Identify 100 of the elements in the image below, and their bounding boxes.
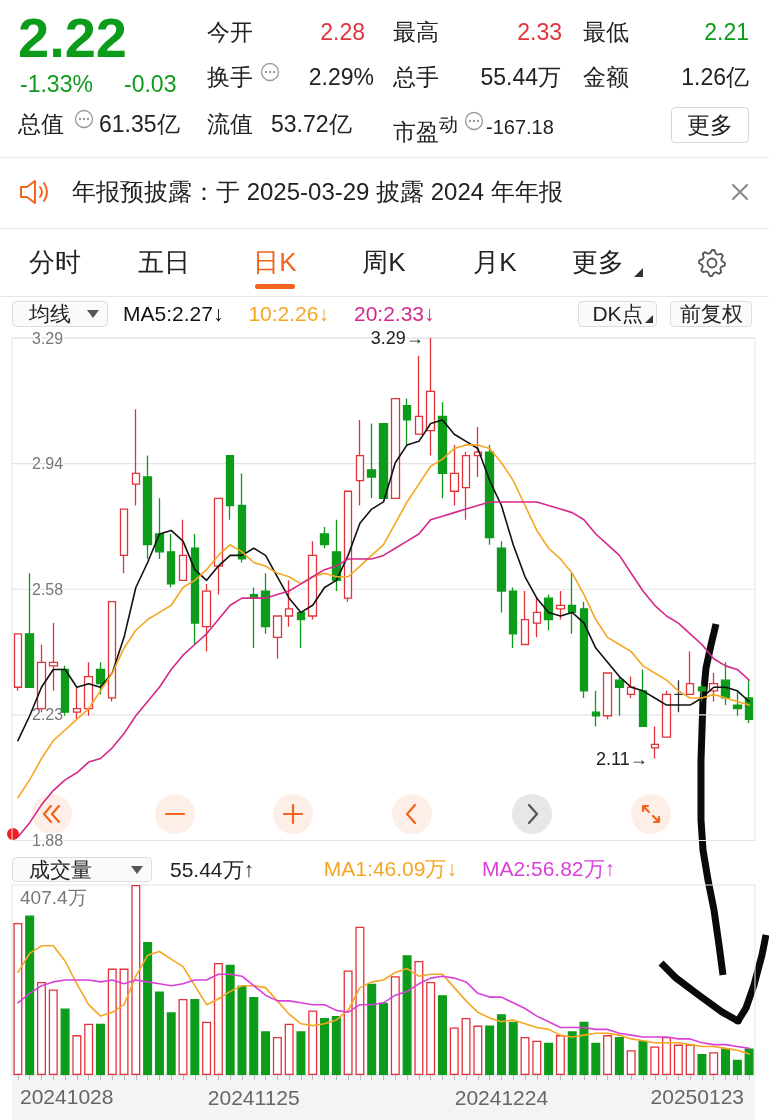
bar bbox=[284, 1023, 294, 1075]
line-series bbox=[17, 419, 750, 742]
bar bbox=[426, 981, 436, 1075]
bar bbox=[84, 1023, 94, 1075]
candlestick bbox=[72, 686, 82, 720]
more-button: 更多 bbox=[671, 107, 749, 143]
y-tick-label: 2.94 bbox=[32, 455, 64, 473]
bar bbox=[638, 1040, 648, 1075]
candlestick bbox=[673, 679, 684, 713]
text: -1.33% bbox=[20, 71, 93, 99]
bar bbox=[626, 1050, 636, 1075]
text: 1.26亿 bbox=[681, 64, 749, 92]
candlestick bbox=[366, 422, 377, 500]
bar bbox=[237, 985, 247, 1075]
bar bbox=[249, 997, 259, 1075]
y-tick-label: 3.29 bbox=[32, 329, 64, 347]
bar bbox=[272, 1037, 282, 1075]
candlestick bbox=[190, 533, 200, 646]
x-tick-label: 20241224 bbox=[454, 1086, 549, 1109]
candlestick bbox=[249, 586, 259, 649]
candlestick bbox=[390, 397, 401, 500]
bar bbox=[190, 999, 200, 1075]
text: 2.22 bbox=[18, 5, 127, 72]
text: 2.28 bbox=[320, 19, 365, 47]
text: 20241028 bbox=[20, 1083, 114, 1110]
bar bbox=[390, 976, 400, 1075]
bar bbox=[48, 989, 58, 1075]
bar bbox=[131, 885, 141, 1075]
candlestick bbox=[131, 408, 141, 507]
bar bbox=[166, 1012, 176, 1075]
bar bbox=[261, 1031, 271, 1075]
candlestick bbox=[260, 572, 271, 635]
text: 20:2.33↓ bbox=[353, 302, 435, 325]
candlestick bbox=[449, 444, 460, 507]
candlestick bbox=[437, 401, 448, 500]
y-tick-label: 2.23 bbox=[32, 706, 64, 724]
dropdown-button: 成交量 bbox=[12, 857, 152, 882]
candlestick bbox=[484, 444, 495, 546]
candlestick bbox=[13, 633, 23, 692]
candlestick bbox=[508, 586, 518, 649]
bar bbox=[461, 1018, 471, 1075]
bar bbox=[25, 915, 35, 1075]
line-series bbox=[17, 444, 750, 799]
candlestick bbox=[48, 622, 59, 692]
candlestick bbox=[567, 572, 577, 635]
text: -0.03 bbox=[124, 71, 177, 99]
bar bbox=[473, 1025, 483, 1075]
candlestick bbox=[225, 454, 235, 521]
bar bbox=[437, 995, 447, 1075]
candlestick bbox=[461, 451, 471, 521]
bar bbox=[402, 955, 412, 1075]
text: 2.29% bbox=[308, 64, 374, 92]
text: 2.33 bbox=[517, 19, 562, 47]
text: 总值 bbox=[18, 111, 64, 139]
text: -167.18 bbox=[486, 115, 554, 139]
text: 年报预披露：于 2025-03-29 披露 2024 年年报 bbox=[72, 177, 563, 207]
bar bbox=[213, 962, 223, 1075]
candlestick bbox=[307, 540, 318, 621]
text: 周K bbox=[362, 247, 406, 279]
candlestick bbox=[296, 611, 306, 649]
text: 20250123 bbox=[650, 1083, 744, 1110]
text: 53.72亿 bbox=[271, 111, 352, 139]
bar bbox=[13, 923, 23, 1075]
candlestick bbox=[650, 725, 660, 760]
text: 流值 bbox=[207, 111, 253, 139]
text: 分时 bbox=[29, 247, 81, 279]
bar bbox=[367, 983, 377, 1075]
bar bbox=[650, 1046, 660, 1075]
bar bbox=[154, 991, 164, 1075]
bar bbox=[662, 1037, 672, 1075]
bar bbox=[60, 1008, 70, 1075]
text: 更多 bbox=[572, 247, 624, 279]
text: 10:2.26↓ bbox=[248, 302, 329, 325]
bar bbox=[579, 1021, 589, 1075]
bar bbox=[355, 926, 365, 1075]
bar bbox=[520, 1037, 530, 1075]
bar bbox=[732, 1059, 742, 1075]
text: 2.21 bbox=[704, 19, 749, 47]
text: 五日 bbox=[138, 247, 190, 279]
y-tick-label: 1.88 bbox=[32, 832, 64, 849]
bar bbox=[614, 1037, 624, 1075]
candlestick bbox=[532, 597, 542, 639]
bar bbox=[343, 970, 353, 1075]
candlestick bbox=[473, 426, 483, 478]
bar bbox=[496, 1014, 506, 1075]
bar bbox=[225, 964, 235, 1075]
bar bbox=[414, 961, 424, 1075]
bar bbox=[36, 981, 46, 1075]
candlestick bbox=[520, 590, 530, 646]
bar bbox=[485, 1025, 495, 1075]
candlestick bbox=[744, 679, 754, 724]
candlestick bbox=[95, 661, 106, 696]
candlestick bbox=[166, 533, 176, 589]
y-tick-label: 2.58 bbox=[32, 580, 64, 598]
candlestick bbox=[378, 422, 389, 500]
bar bbox=[379, 1002, 388, 1075]
candlestick bbox=[107, 601, 117, 703]
text: 今开 bbox=[207, 19, 253, 47]
text: MA5:2.27↓ bbox=[123, 302, 224, 325]
text: MA1:46.09万↓ bbox=[323, 857, 457, 880]
